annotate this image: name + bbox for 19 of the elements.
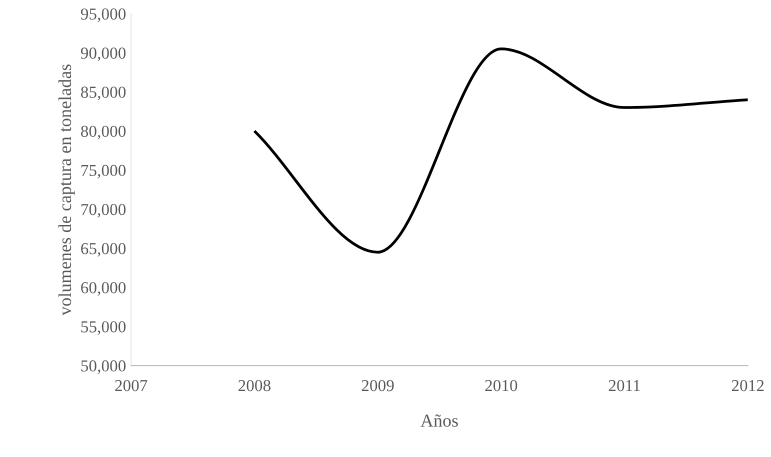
line-series xyxy=(253,48,748,254)
y-tick-label: 55,000 xyxy=(81,321,126,335)
y-tick-label: 75,000 xyxy=(81,164,126,178)
y-tick-label: 95,000 xyxy=(80,8,126,22)
x-axis-title: Años xyxy=(420,414,458,427)
x-tick-label: 2009 xyxy=(362,380,394,392)
y-axis-title: volumenes de captura en toneladas xyxy=(58,64,75,316)
y-tick-label: 60,000 xyxy=(81,282,126,296)
y-tick-label: 65,000 xyxy=(81,243,126,257)
y-tick-label: 50,000 xyxy=(81,360,126,374)
x-tick-label: 2012 xyxy=(732,380,764,392)
x-tick-label: 2011 xyxy=(608,380,640,392)
x-tick-label: 2010 xyxy=(485,380,518,392)
y-tick-label: 85,000 xyxy=(81,86,126,100)
y-tick-label: 90,000 xyxy=(80,48,126,62)
y-tick-label: 80,000 xyxy=(81,126,126,140)
y-tick-label: 70,000 xyxy=(81,204,126,218)
x-tick-label: 2008 xyxy=(238,380,270,392)
x-tick-label: 2007 xyxy=(115,380,148,392)
